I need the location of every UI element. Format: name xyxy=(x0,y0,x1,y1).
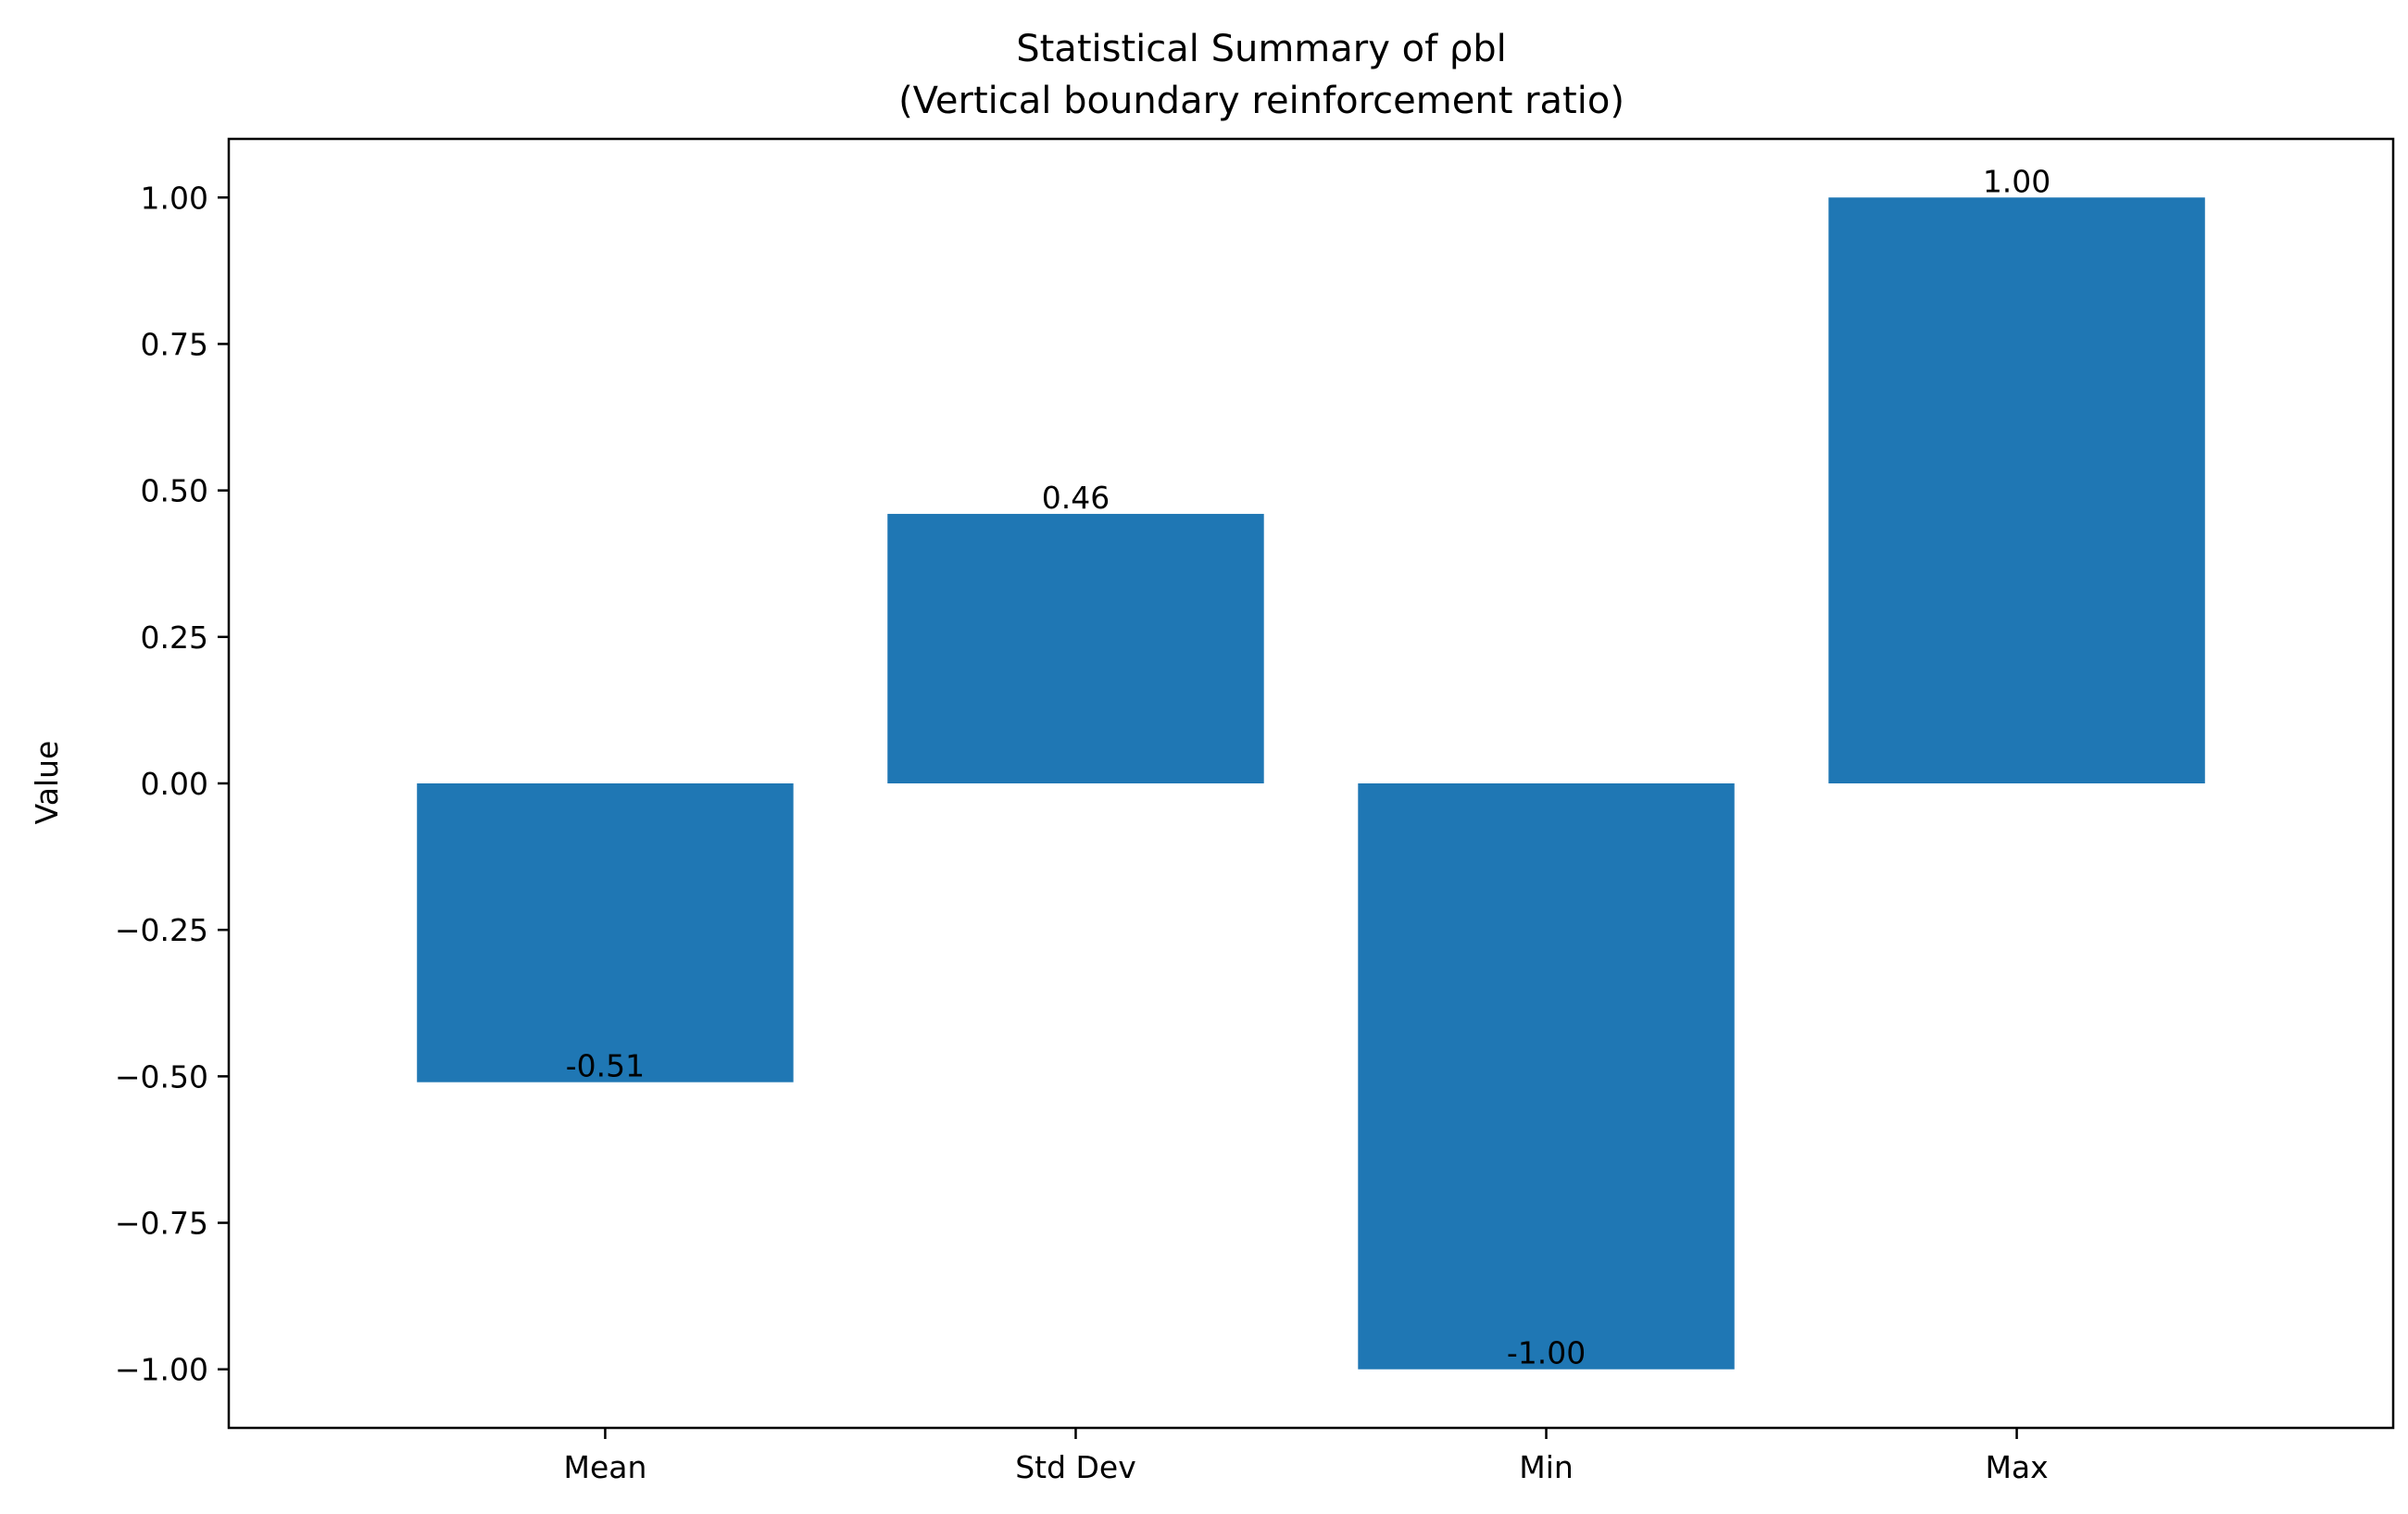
ticks-layer: −1.00 −0.75 −0.50 −0.25 0.00 0.25 0.50 0.75 1.00… xyxy=(115,180,2049,1485)
y-tick-label: 0.00 xyxy=(141,766,208,802)
data-label: 0.46 xyxy=(1042,480,1110,516)
bar-mean xyxy=(417,783,794,1082)
y-tick-label: −0.50 xyxy=(115,1058,208,1095)
bar-std-dev xyxy=(887,513,1264,783)
x-tick-label: Mean xyxy=(563,1449,646,1485)
x-tick-label: Std Dev xyxy=(1015,1449,1136,1485)
chart-subtitle: (Vertical boundary reinforcement ratio) xyxy=(898,80,1624,122)
y-axis-label: Value xyxy=(29,741,65,825)
y-tick-label: 0.50 xyxy=(141,473,208,509)
bar-min xyxy=(1358,783,1735,1370)
y-tick-label: 1.00 xyxy=(141,180,208,216)
data-label: -1.00 xyxy=(1507,1335,1586,1371)
x-tick-label: Min xyxy=(1519,1449,1574,1485)
y-tick-label: 0.25 xyxy=(141,619,208,656)
y-tick-label: −0.25 xyxy=(115,912,208,948)
bars-layer xyxy=(417,197,2205,1370)
data-labels-layer: -0.51 0.46 -1.00 1.00 xyxy=(566,163,2051,1370)
bar-max xyxy=(1828,197,2205,784)
x-tick-label: Max xyxy=(1985,1449,2048,1485)
y-tick-label: 0.75 xyxy=(141,326,208,362)
plot-area-frame xyxy=(227,137,2395,1430)
data-label: -0.51 xyxy=(566,1048,645,1084)
y-tick-label: −0.75 xyxy=(115,1206,208,1242)
data-label: 1.00 xyxy=(1983,163,2051,199)
y-tick-label: −1.00 xyxy=(115,1352,208,1388)
chart-title: Statistical Summary of ρbl xyxy=(1016,28,1507,70)
